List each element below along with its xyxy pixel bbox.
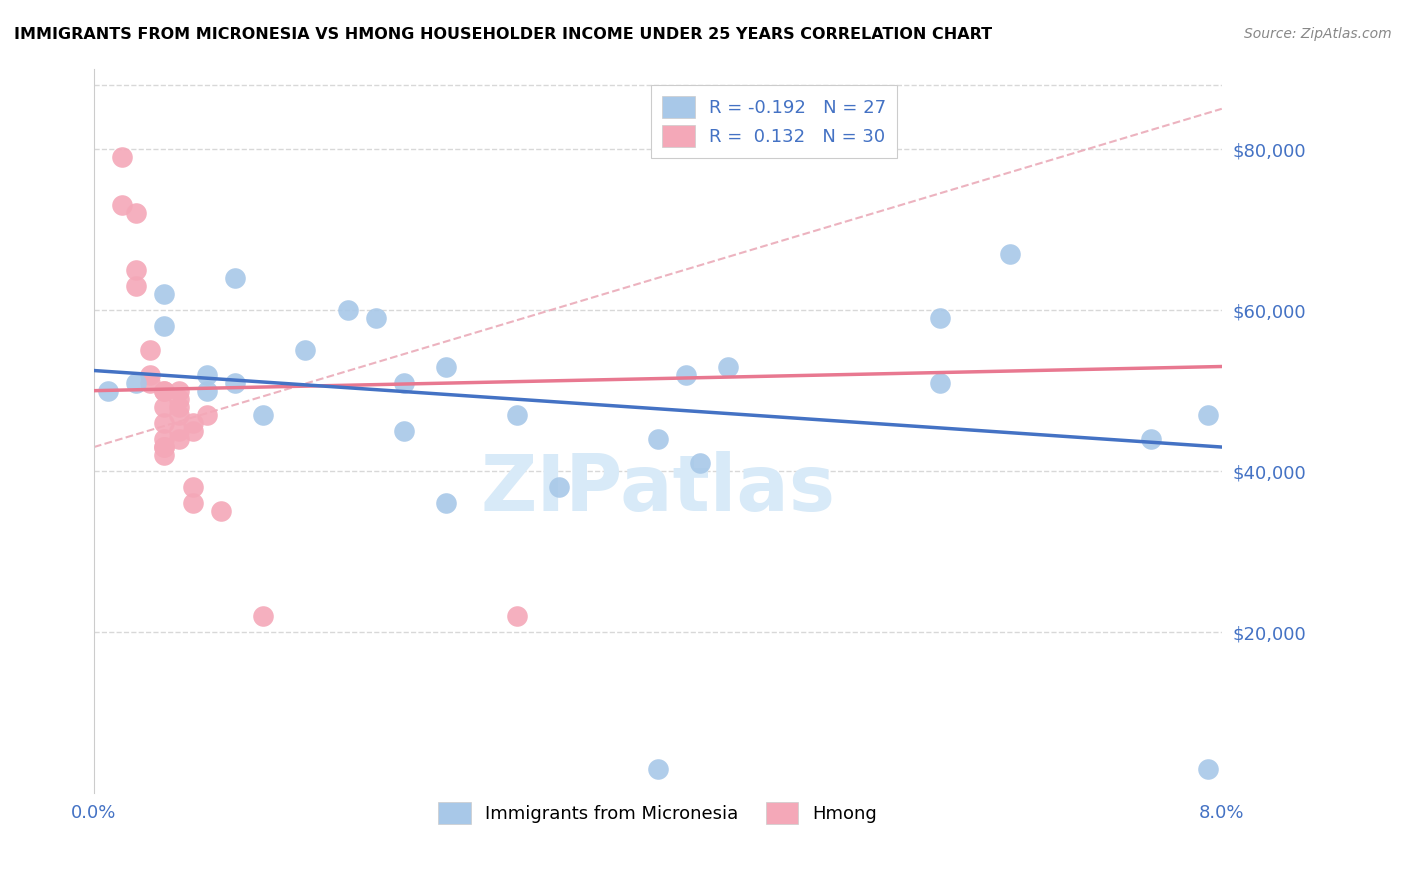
Point bbox=[125, 279, 148, 293]
Point bbox=[111, 150, 134, 164]
Point bbox=[97, 384, 120, 398]
Point bbox=[181, 424, 204, 438]
Point bbox=[153, 440, 176, 454]
Point bbox=[647, 762, 669, 776]
Point bbox=[181, 480, 204, 494]
Point bbox=[252, 609, 274, 624]
Text: ZIPatlas: ZIPatlas bbox=[481, 451, 835, 527]
Point bbox=[506, 408, 529, 422]
Point bbox=[548, 480, 571, 494]
Point bbox=[336, 303, 359, 318]
Point bbox=[1140, 432, 1163, 446]
Point bbox=[181, 496, 204, 510]
Point bbox=[139, 343, 162, 358]
Point bbox=[506, 609, 529, 624]
Point bbox=[294, 343, 316, 358]
Point bbox=[1197, 762, 1219, 776]
Point bbox=[252, 408, 274, 422]
Point bbox=[167, 392, 190, 406]
Point bbox=[125, 376, 148, 390]
Text: Source: ZipAtlas.com: Source: ZipAtlas.com bbox=[1244, 27, 1392, 41]
Point bbox=[434, 496, 457, 510]
Point bbox=[167, 424, 190, 438]
Point bbox=[153, 384, 176, 398]
Point bbox=[392, 376, 415, 390]
Point bbox=[153, 416, 176, 430]
Point bbox=[224, 376, 246, 390]
Point bbox=[153, 432, 176, 446]
Point bbox=[153, 448, 176, 462]
Point bbox=[167, 408, 190, 422]
Point bbox=[1197, 408, 1219, 422]
Point bbox=[364, 311, 387, 326]
Point bbox=[647, 432, 669, 446]
Point bbox=[167, 384, 190, 398]
Point bbox=[153, 319, 176, 334]
Point bbox=[928, 376, 950, 390]
Point bbox=[675, 368, 697, 382]
Point bbox=[167, 400, 190, 414]
Point bbox=[928, 311, 950, 326]
Point bbox=[689, 456, 711, 470]
Point bbox=[153, 440, 176, 454]
Point bbox=[167, 432, 190, 446]
Point bbox=[153, 384, 176, 398]
Point bbox=[209, 504, 232, 518]
Point bbox=[111, 198, 134, 212]
Point bbox=[392, 424, 415, 438]
Point bbox=[139, 368, 162, 382]
Point bbox=[195, 384, 218, 398]
Point bbox=[153, 400, 176, 414]
Text: IMMIGRANTS FROM MICRONESIA VS HMONG HOUSEHOLDER INCOME UNDER 25 YEARS CORRELATIO: IMMIGRANTS FROM MICRONESIA VS HMONG HOUS… bbox=[14, 27, 993, 42]
Point bbox=[434, 359, 457, 374]
Point bbox=[181, 416, 204, 430]
Point bbox=[125, 206, 148, 220]
Point bbox=[1000, 246, 1022, 260]
Point bbox=[717, 359, 740, 374]
Point bbox=[153, 287, 176, 301]
Point bbox=[125, 263, 148, 277]
Point bbox=[224, 271, 246, 285]
Point bbox=[139, 376, 162, 390]
Point bbox=[195, 368, 218, 382]
Point bbox=[195, 408, 218, 422]
Legend: Immigrants from Micronesia, Hmong: Immigrants from Micronesia, Hmong bbox=[427, 791, 889, 835]
